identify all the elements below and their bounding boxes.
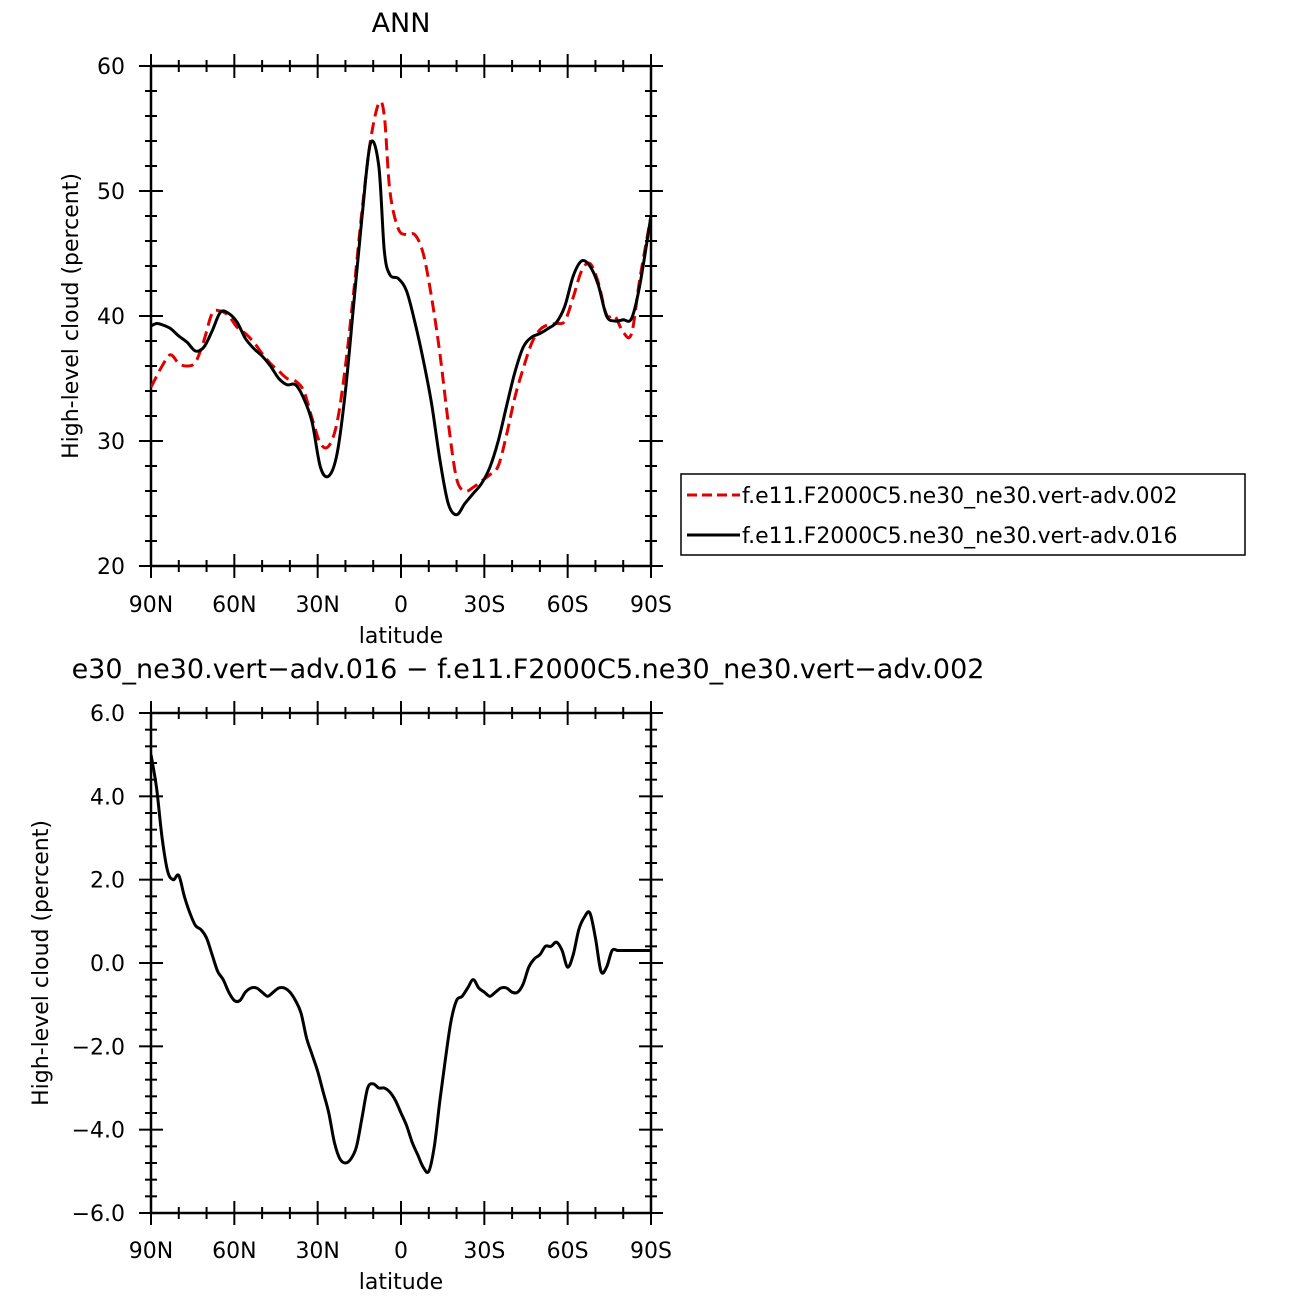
x-tick-label: 60S (547, 1239, 589, 1264)
plot-frame (149, 64, 653, 568)
legend-entry-1: f.e11.F2000C5.ne30_ne30.vert-adv.002 (742, 484, 1178, 509)
y-tick-label: 0.0 (90, 952, 125, 977)
x-tick-label: 30N (295, 593, 339, 618)
y-tick-label: 30 (97, 430, 125, 455)
y-tick-label: −6.0 (72, 1202, 125, 1227)
x-tick-label: 0 (394, 1239, 408, 1264)
x-tick-label: 90S (630, 593, 672, 618)
legend: f.e11.F2000C5.ne30_ne30.vert-adv.002 f.e1… (680, 473, 1246, 556)
x-tick-label: 60N (212, 593, 256, 618)
y-tick-label: 60 (97, 55, 125, 80)
y-tick-label: 4.0 (90, 785, 125, 810)
x-tick-label: 30S (463, 593, 505, 618)
y-tick-label: 6.0 (90, 702, 125, 727)
x-tick-label: 90N (129, 1239, 173, 1264)
series-line-1 (151, 100, 651, 493)
y-tick-label: −2.0 (72, 1035, 125, 1060)
x-tick-label: 60N (212, 1239, 256, 1264)
y-tick-label: 2.0 (90, 869, 125, 894)
series-line-1 (151, 754, 651, 1175)
x-tick-label: 30S (463, 1239, 505, 1264)
y-tick-label: 20 (97, 555, 125, 580)
legend-box (680, 473, 1246, 556)
y-axis-label: High-level cloud (percent) (29, 820, 54, 1106)
plot-frame (149, 711, 653, 1215)
y-tick-label: 50 (97, 180, 125, 205)
x-tick-label: 90S (630, 1239, 672, 1264)
x-axis-label: latitude (359, 1270, 443, 1295)
y-tick-label: 40 (97, 305, 125, 330)
chart-title: ANN (372, 8, 431, 39)
legend-entry-2: f.e11.F2000C5.ne30_ne30.vert-adv.016 (742, 524, 1178, 549)
x-tick-label: 30N (295, 1239, 339, 1264)
y-tick-label: −4.0 (72, 1119, 125, 1144)
chart-panel-2: e30_ne30.vert−adv.016 − f.e11.F2000C5.ne… (29, 654, 984, 1295)
series-line-2 (151, 139, 651, 517)
x-tick-label: 0 (394, 593, 408, 618)
x-tick-label: 90N (129, 593, 173, 618)
chart-panel-1: ANN 20 30 40 50 60 90N 60N 30N 0 30S 60S 90S latitude… (59, 8, 1246, 649)
y-axis-label: High-level cloud (percent) (59, 173, 84, 459)
chart-title: e30_ne30.vert−adv.016 − f.e11.F2000C5.ne… (72, 654, 985, 685)
x-axis-label: latitude (359, 624, 443, 649)
x-tick-label: 60S (547, 593, 589, 618)
